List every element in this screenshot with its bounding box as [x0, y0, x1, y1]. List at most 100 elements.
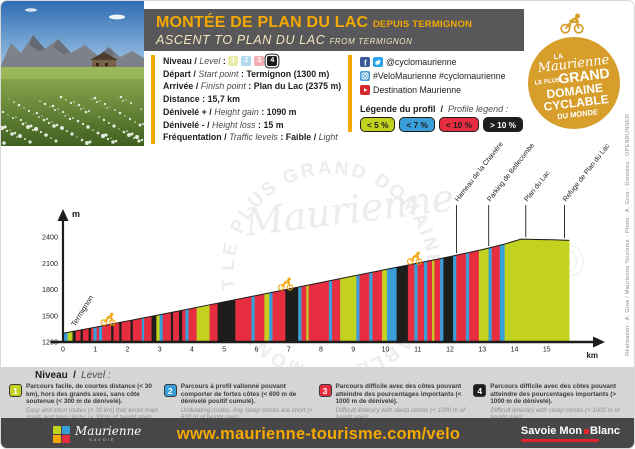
level-1-description: 1 Parcours facile, de courtes distance (…	[9, 383, 161, 421]
gradient-segment	[119, 321, 122, 343]
landscape-photo	[1, 1, 144, 146]
legend-pill-gt10: > 10 %	[482, 117, 524, 132]
info-line-distance: Distance:15,7 km	[163, 94, 240, 105]
svg-text:4: 4	[190, 347, 194, 354]
svg-text:3: 3	[158, 347, 162, 354]
svg-text:8: 8	[319, 347, 323, 354]
gradient-segment	[356, 274, 360, 343]
gradient-segment	[417, 261, 425, 343]
svg-text:6: 6	[255, 347, 259, 354]
gradient-legend: < 5 % < 7 % < 10 % > 10 %	[360, 117, 526, 132]
youtube-channel[interactable]: Destination Maurienne	[373, 85, 462, 95]
page-title: MONTÉE DE PLAN DU LAC DEPUIS TERMIGNON	[156, 14, 473, 31]
gradient-segment	[407, 263, 415, 343]
instagram-icon[interactable]	[360, 71, 370, 81]
info-line-height-gain: Dénivelé + / Height gain:1090 m	[163, 106, 297, 117]
gradient-segment	[272, 289, 286, 343]
info-line-finish: Arrivée / Finish point: Plan du Lac (2375 m…	[163, 81, 342, 92]
gradient-segment	[372, 269, 383, 343]
gradient-segment	[75, 329, 81, 343]
svg-text:1800: 1800	[42, 285, 58, 294]
gradient-segment	[443, 255, 454, 343]
level-4-description: 4 Parcours difficile avec des côtes pouv…	[473, 383, 625, 421]
gradient-segment	[269, 291, 273, 343]
svg-text:m: m	[72, 209, 80, 219]
social-handle[interactable]: @cyclomaurienne	[386, 57, 457, 67]
svg-text:2400: 2400	[42, 233, 58, 242]
gradient-segment	[264, 292, 270, 343]
credit-vertical-text: Réalisation : A. Gros / Maurienne Touris…	[625, 113, 631, 356]
maurienne-logo-squares	[53, 425, 70, 443]
svg-text:f: f	[364, 58, 367, 67]
facebook-icon[interactable]: f	[360, 57, 370, 67]
gradient-segment	[98, 325, 103, 343]
gradient-segment	[488, 246, 493, 343]
wildflowers	[1, 95, 144, 145]
gradient-segment	[499, 243, 506, 343]
gradient-segment	[113, 322, 120, 343]
legend-pill-lt10: < 10 %	[438, 117, 479, 132]
svg-text:km: km	[586, 351, 598, 360]
cyclist-icon	[100, 312, 116, 326]
social-hashtags-row[interactable]: #VeloMaurienne #cyclomaurienne	[360, 69, 526, 83]
gradient-segment	[469, 250, 480, 343]
svg-text:1500: 1500	[42, 311, 58, 320]
gradient-segment	[178, 310, 183, 343]
cyclist-icon	[406, 251, 423, 265]
gradient-segment	[440, 257, 444, 343]
gradient-segment	[251, 295, 256, 343]
gradient-segment	[173, 310, 180, 343]
maurienne-domain-badge: LA Maurienne LE PLUS GRAND DOMAINE CYCLA…	[528, 13, 620, 129]
social-hashtags[interactable]: #VeloMaurienne #cyclomaurienne	[373, 71, 506, 81]
svg-text:11: 11	[414, 347, 421, 354]
legend-pill-lt5: < 5 %	[360, 117, 396, 132]
levels-legend-band: Niveau / Level : 1 Parcours facile, de c…	[1, 367, 634, 421]
cyclist-icon	[560, 13, 584, 34]
gradient-segment	[386, 267, 397, 343]
gradient-segment	[67, 331, 73, 343]
svg-text:2100: 2100	[42, 259, 58, 268]
gradient-segment	[102, 323, 112, 343]
gradient-segment	[88, 327, 92, 343]
red-square-icon	[584, 429, 590, 434]
info-line-traffic: Fréquentation / Traffic levels: Faible / Ligh…	[163, 132, 338, 143]
gradient-segment	[328, 280, 333, 343]
gradient-segment	[308, 280, 330, 343]
website-link[interactable]: www.maurienne-tourisme.com/velo	[176, 424, 461, 443]
gradient-segment	[298, 286, 302, 343]
badge-circle	[528, 37, 620, 129]
header: MONTÉE DE PLAN DU LAC DEPUIS TERMIGNON A…	[144, 9, 524, 51]
route-info-panel: Niveau / Level: 1 2 3 4 Départ / Start point…	[151, 55, 346, 144]
gradient-segment	[432, 259, 435, 343]
savoie-mont-blanc-logo: Savoie Mon Blanc	[520, 425, 620, 442]
gradient-segment	[130, 319, 134, 343]
svg-text:0: 0	[61, 347, 65, 354]
gradient-segment	[369, 271, 373, 343]
page-subtitle: ASCENT TO PLAN DU LAC FROM TERMIGNON	[156, 33, 413, 47]
svg-text:DOMAINE: DOMAINE	[546, 81, 604, 102]
gradient-segment	[332, 278, 341, 343]
gradient-segment	[453, 254, 457, 343]
svg-text:1200: 1200	[42, 338, 58, 347]
social-youtube-row[interactable]: Destination Maurienne	[360, 83, 526, 97]
gradient-segment	[424, 260, 428, 343]
profile-legend-title: Légende du profil / Profile legend :	[360, 104, 509, 114]
gradient-segment	[185, 308, 189, 343]
gradient-segment	[80, 329, 84, 343]
gradient-segment	[151, 315, 157, 343]
waypoint-label: Plan du Lac	[523, 169, 552, 203]
social-handle-row[interactable]: f @cyclomaurienne	[360, 55, 526, 69]
savoie-tagline-bar	[520, 439, 599, 442]
svg-text:2: 2	[126, 347, 130, 354]
level-2-square: 2	[241, 56, 252, 67]
twitter-icon[interactable]	[373, 57, 383, 67]
levels-band-title: Niveau / Level :	[35, 370, 111, 381]
gradient-segment	[434, 258, 441, 343]
svg-text:9: 9	[351, 347, 355, 354]
gradient-segment	[196, 304, 210, 343]
gradient-segment	[90, 327, 94, 343]
youtube-icon[interactable]	[360, 85, 370, 95]
svg-text:LA: LA	[553, 53, 563, 61]
level-1-square: 1	[228, 56, 239, 67]
gradient-segment	[301, 285, 307, 343]
